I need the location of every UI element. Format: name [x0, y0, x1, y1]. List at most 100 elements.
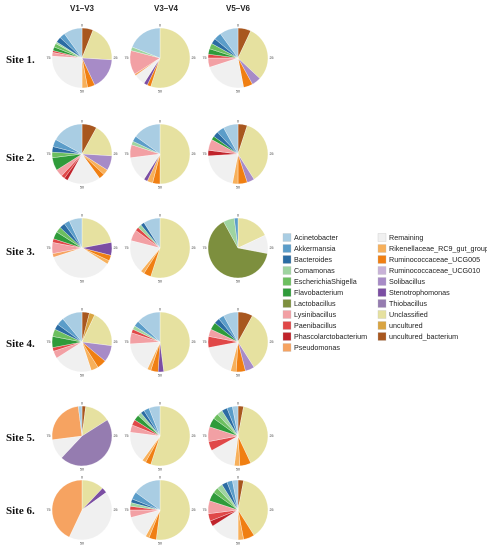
pie-slice-unclassified: [156, 479, 191, 541]
legend-item-flavobacterium: Flavobacterium: [282, 288, 343, 297]
legend-swatch: [282, 233, 292, 242]
pie-slice-acinetobacter: [135, 123, 161, 155]
pie-site-5-v3-v4: 0 25 50 75: [125, 402, 196, 472]
pie-site-3-v3-v4: 0 25 50 75: [125, 214, 196, 284]
pie-slice-unclassified: [237, 406, 269, 464]
legend-item-uncultured-bacterium: uncultured_bacterium: [377, 332, 458, 341]
pie-slice-acinetobacter: [137, 311, 161, 343]
legend-label: Ruminococcaceae_UCG010: [389, 266, 480, 275]
pie-site-4-v5-v6: 0 25 50 75: [203, 308, 274, 378]
pie-tick-label: 50: [80, 542, 84, 546]
legend-label: Rikenellaceae_RC9_gut_group: [389, 244, 487, 253]
legend-swatch: [377, 244, 387, 253]
pie-slice-unclassified: [81, 29, 113, 61]
pie-tick-label: 0: [159, 24, 161, 28]
legend-label: Comamonas: [294, 266, 335, 275]
pie-tick-label: 0: [159, 402, 161, 406]
legend-label: Flavobacterium: [294, 288, 343, 297]
pie-slice-acinetobacter: [148, 405, 161, 437]
pie-tick-label: 50: [158, 542, 162, 546]
pie-site-2-v5-v6: 0 25 50 75: [203, 120, 274, 190]
pie-slice-acinetobacter: [223, 123, 239, 155]
pie-tick-label: 0: [237, 476, 239, 480]
pie-tick-label: 75: [125, 246, 129, 250]
legend-item-ruminococcaceae-ucg005: Ruminococcaceae_UCG005: [377, 255, 480, 264]
pie-slice-acinetobacter: [220, 27, 239, 59]
pie-tick-label: 25: [270, 434, 274, 438]
pie-slice-acinetobacter: [62, 311, 83, 343]
pie-site-5-v1-v3: 0 25 50 75: [47, 402, 118, 472]
pie-site-4-v1-v3: 0 25 50 75: [47, 308, 118, 378]
pie-slice-unclassified: [81, 314, 113, 346]
legend-label: Solibacillus: [389, 277, 425, 286]
legend-swatch: [282, 299, 292, 308]
legend-label: Remaining: [389, 233, 423, 242]
pie-slice-acinetobacter: [135, 479, 161, 511]
legend-item-escherichiashigella: EscherichiaShigella: [282, 277, 357, 286]
pie-tick-label: 75: [47, 434, 51, 438]
pie-slice-acinetobacter: [223, 311, 239, 343]
pie-slice-remaining: [56, 341, 92, 373]
pie-tick-label: 75: [203, 152, 207, 156]
pie-site-6-v3-v4: 0 25 50 75: [125, 476, 196, 546]
pie-tick-label: 0: [159, 120, 161, 124]
legend-label: EscherichiaShigella: [294, 277, 357, 286]
legend-swatch: [282, 244, 292, 253]
pie-tick-label: 25: [192, 340, 196, 344]
pie-slice-unclassified: [237, 30, 269, 79]
legend-item-remaining: Remaining: [377, 233, 423, 242]
legend-swatch: [377, 299, 387, 308]
pie-slice-remaining: [53, 247, 108, 279]
column-headers: V1–V3 V3–V4 V5–V6: [70, 4, 251, 13]
pie-tick-label: 75: [47, 340, 51, 344]
legend-label: uncultured_bacterium: [389, 332, 458, 341]
pie-tick-label: 25: [192, 434, 196, 438]
legend-label: Lactobacillus: [294, 299, 336, 308]
legend-item-uncultured: uncultured: [377, 321, 423, 330]
pie-site-2-v1-v3: 0 25 50 75: [47, 120, 118, 190]
pie-tick-label: 0: [81, 476, 83, 480]
legend-swatch: [282, 277, 292, 286]
pie-tick-label: 0: [81, 402, 83, 406]
legend-item-lactobacillus: Lactobacillus: [282, 299, 336, 308]
pie-tick-label: 50: [158, 374, 162, 378]
pie-slice-acinetobacter: [68, 217, 83, 249]
pie-slice-acinetobacter: [64, 27, 83, 59]
legend-item-comamonas: Comamonas: [282, 266, 335, 275]
legend-item-acinetobacter: Acinetobacter: [282, 233, 339, 242]
legend-label: Ruminococcaceae_UCG005: [389, 255, 480, 264]
pie-tick-label: 0: [81, 120, 83, 124]
pie-site-2-v3-v4: 0 25 50 75: [125, 120, 196, 190]
pie-slice-remaining: [207, 153, 239, 184]
row-label-site-2: Site 2.: [6, 152, 35, 164]
pie-tick-label: 50: [158, 280, 162, 284]
pie-slice-acinetobacter: [78, 405, 83, 437]
legend-item-stenotrophomonas: Stenotrophomonas: [377, 288, 450, 297]
pie-tick-label: 50: [80, 186, 84, 190]
legend-swatch: [282, 343, 292, 352]
pie-slice-unclassified: [81, 217, 112, 249]
column-header-v5-v6: V5–V6: [226, 4, 251, 13]
pie-tick-label: 75: [125, 340, 129, 344]
pie-tick-label: 50: [158, 90, 162, 94]
legend-label: Phascolarctobacterium: [294, 332, 367, 341]
pie-slice-unclassified: [237, 125, 269, 180]
pie-site-6-v1-v3: 0 25 50 75: [47, 476, 118, 546]
pie-site-1-v5-v6: 0 25 50 75: [203, 24, 274, 94]
pie-site-4-v3-v4: 0 25 50 75: [125, 308, 196, 378]
legend-label: Unclassified: [389, 310, 428, 319]
row-label-site-3: Site 3.: [6, 246, 35, 258]
legend-label: Paenibacillus: [294, 321, 337, 330]
pie-tick-label: 0: [237, 308, 239, 312]
legend-swatch: [377, 277, 387, 286]
pie-tick-label: 0: [159, 214, 161, 218]
legend-item-ruminococcaceae-ucg010: Ruminococcaceae_UCG010: [377, 266, 480, 275]
pie-tick-label: 75: [125, 152, 129, 156]
pie-slice-unclassified: [159, 311, 191, 372]
pie-tick-label: 50: [80, 280, 84, 284]
pie-tick-label: 75: [125, 434, 129, 438]
pie-tick-label: 50: [236, 186, 240, 190]
pie-tick-label: 75: [125, 56, 129, 60]
pie-slice-remaining: [51, 55, 83, 89]
